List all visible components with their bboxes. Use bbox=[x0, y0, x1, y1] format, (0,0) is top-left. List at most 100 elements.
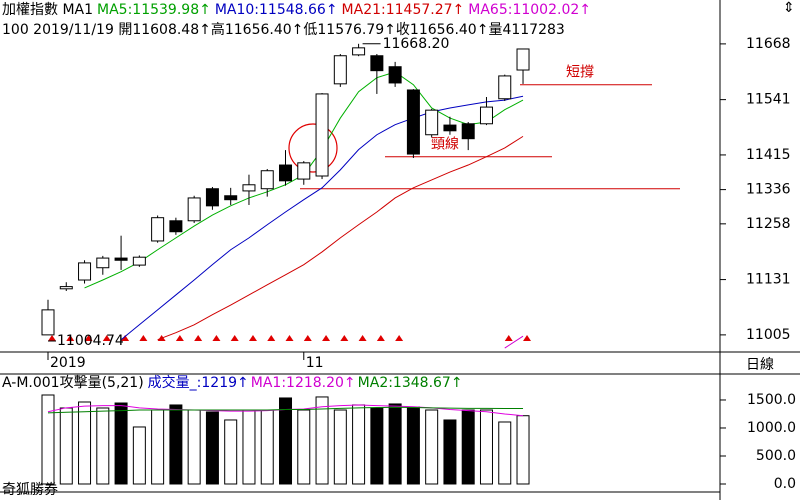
y-tick-label: 0.0 bbox=[774, 476, 796, 492]
candle-body bbox=[260, 170, 274, 190]
volume-bar bbox=[297, 409, 311, 485]
signal-marker bbox=[395, 335, 404, 341]
signal-marker bbox=[322, 335, 331, 341]
annotation: 11668.20 bbox=[383, 36, 450, 52]
candle-body bbox=[279, 164, 293, 182]
signal-marker bbox=[285, 335, 294, 341]
signal-marker bbox=[523, 335, 532, 341]
volume-bar bbox=[370, 407, 384, 485]
y-tick-label: 11258 bbox=[746, 216, 791, 232]
candle-body bbox=[461, 123, 475, 140]
y-tick-label: 11131 bbox=[746, 272, 791, 288]
volume-bar bbox=[132, 426, 146, 485]
reference-label: 短撐 bbox=[566, 65, 594, 81]
volume-bar bbox=[498, 421, 512, 485]
signal-marker bbox=[139, 335, 148, 341]
candle-body bbox=[151, 217, 165, 242]
y-tick-label: 1000.0 bbox=[747, 420, 796, 436]
legend-item: 成交量_:1219↑ bbox=[148, 374, 249, 391]
signal-marker bbox=[248, 335, 257, 341]
candle-body bbox=[242, 184, 256, 192]
signal-marker bbox=[340, 335, 349, 341]
volume-bar bbox=[352, 404, 366, 485]
y-tick-label: 11415 bbox=[746, 147, 791, 163]
ma-line bbox=[504, 335, 524, 349]
volume-bar bbox=[333, 409, 347, 485]
candle-body bbox=[498, 75, 512, 100]
legend-item: MA2:1348.67↑ bbox=[358, 375, 463, 391]
header-item: 加權指數 MA1 bbox=[2, 2, 93, 18]
volume-bar bbox=[187, 409, 201, 485]
ma-line bbox=[47, 406, 524, 414]
signal-marker bbox=[48, 335, 56, 341]
subheader: 100 2019/11/19 開11608.48↑高11656.40↑低1157… bbox=[2, 21, 565, 38]
highlight-circle bbox=[288, 123, 338, 173]
header-item: MA10:11548.66↑ bbox=[215, 2, 338, 18]
y-tick-label: 11336 bbox=[746, 182, 791, 198]
candle-body bbox=[443, 124, 457, 132]
volume-title: A-M.001攻擊量(5,21) bbox=[2, 374, 144, 391]
volume-bar bbox=[425, 409, 439, 485]
ma-line bbox=[157, 135, 524, 341]
candle-body bbox=[370, 55, 384, 72]
volume-bar bbox=[388, 403, 402, 485]
volume-bar bbox=[279, 397, 293, 485]
x-tick-label: 2019 bbox=[50, 355, 86, 371]
candle-body bbox=[187, 197, 201, 222]
candle-body bbox=[333, 55, 347, 85]
candle-body bbox=[388, 66, 402, 84]
candle-body bbox=[479, 106, 493, 125]
annotation: 11004.74 bbox=[57, 333, 124, 349]
candle-body bbox=[41, 309, 55, 336]
signal-marker bbox=[303, 335, 312, 341]
header-item: MA21:11457.27↑ bbox=[342, 2, 465, 18]
legend-item: MA1:1218.20↑ bbox=[251, 375, 356, 391]
y-tick-label: 500.0 bbox=[756, 448, 796, 464]
x-tick-label: 11 bbox=[306, 355, 324, 371]
volume-bar bbox=[224, 419, 238, 485]
signal-marker bbox=[376, 335, 385, 341]
signal-marker bbox=[121, 335, 130, 341]
header-item: MA65:11002.02↑ bbox=[468, 2, 591, 18]
candle-body bbox=[315, 93, 329, 177]
headers: 加權指數 MA1 MA5:11539.98↑ MA10:11548.66↑ MA21:… bbox=[2, 2, 774, 498]
scroll-icon[interactable]: ⇕ bbox=[783, 0, 795, 16]
volume-bar bbox=[205, 411, 219, 485]
candle-body bbox=[132, 256, 146, 266]
signal-marker bbox=[358, 335, 367, 341]
price-panel: 11005 11131 11258 11336 11415 11541 11668 2019 1… bbox=[41, 36, 791, 371]
candle-body bbox=[78, 262, 92, 281]
volume-bar bbox=[41, 394, 55, 485]
y-tick-label: 1500.0 bbox=[747, 392, 796, 408]
period-label: 日線 bbox=[746, 357, 774, 373]
candle-body bbox=[59, 286, 73, 290]
volume-bar bbox=[242, 409, 256, 485]
volume-bar bbox=[406, 406, 420, 485]
signal-marker bbox=[230, 335, 239, 341]
signal-marker bbox=[175, 335, 184, 341]
signal-marker bbox=[267, 335, 276, 341]
ma-line bbox=[120, 95, 524, 341]
candle-body bbox=[516, 48, 530, 71]
signal-marker bbox=[212, 335, 221, 341]
signal-marker bbox=[84, 335, 93, 341]
candle-body bbox=[169, 220, 183, 233]
volume-panel: 0.0 500.0 1000.0 1500.0 bbox=[41, 392, 796, 492]
reference-label: 頸線 bbox=[431, 137, 459, 153]
volume-bar bbox=[260, 409, 274, 485]
candle-body bbox=[297, 162, 311, 180]
y-tick-label: 11668 bbox=[746, 36, 791, 52]
candle-body bbox=[205, 188, 219, 207]
volume-bar bbox=[516, 415, 530, 485]
volume-bar bbox=[151, 409, 165, 485]
signal-marker bbox=[194, 335, 203, 341]
signal-marker bbox=[102, 335, 111, 341]
volume-bar bbox=[114, 402, 128, 485]
volume-bar bbox=[479, 409, 493, 485]
signal-marker bbox=[66, 335, 75, 341]
volume-bar bbox=[96, 407, 110, 485]
y-tick-label: 11541 bbox=[746, 92, 791, 108]
candle-body bbox=[224, 195, 238, 201]
volume-bar bbox=[461, 409, 475, 485]
